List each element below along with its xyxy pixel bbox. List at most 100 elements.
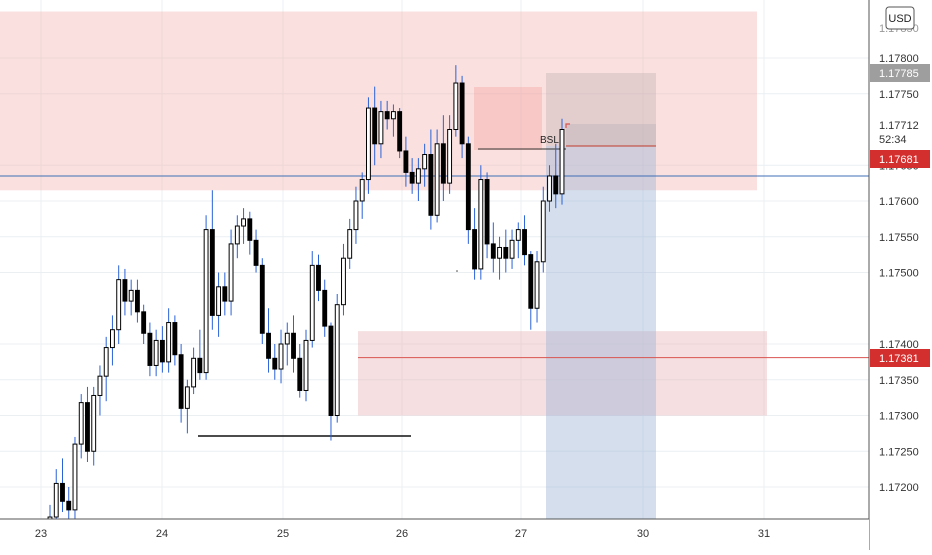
candle-body bbox=[234, 225, 240, 245]
candle bbox=[372, 86, 378, 166]
candle-body bbox=[122, 279, 128, 302]
candle bbox=[297, 344, 303, 398]
candle-body bbox=[53, 482, 59, 518]
candle bbox=[191, 347, 197, 395]
candle-body bbox=[528, 254, 534, 309]
candle bbox=[91, 386, 97, 466]
zones bbox=[0, 11, 767, 519]
candle bbox=[434, 129, 440, 223]
candle-body bbox=[222, 286, 228, 302]
candle bbox=[272, 344, 278, 380]
candle bbox=[66, 487, 72, 523]
candle-body bbox=[540, 200, 546, 263]
arrow-marker bbox=[565, 123, 570, 128]
time-tick-label: 25 bbox=[277, 528, 289, 540]
countdown-label: 52:34 bbox=[879, 134, 907, 146]
candle-body bbox=[216, 286, 222, 316]
candle bbox=[172, 315, 178, 366]
time-tick-label: 30 bbox=[637, 528, 649, 540]
candle-body bbox=[534, 261, 540, 309]
candle-body bbox=[509, 239, 515, 259]
candle bbox=[547, 165, 552, 212]
price-tick-label: 1.17550 bbox=[879, 232, 919, 244]
price-tick-label: 1.17500 bbox=[879, 268, 919, 280]
candle-body bbox=[403, 150, 409, 173]
time-axis[interactable]: 23 24 25 26 27 30 31 bbox=[0, 518, 869, 550]
candle-body bbox=[453, 82, 459, 130]
price-badge-bg bbox=[870, 64, 930, 82]
candle bbox=[509, 229, 515, 269]
candle-body bbox=[341, 257, 346, 306]
entry-area bbox=[566, 124, 656, 146]
candle bbox=[540, 186, 546, 273]
currency-button[interactable]: USD bbox=[885, 6, 915, 30]
candle-body bbox=[472, 229, 478, 270]
price-tick-label: 1.17750 bbox=[879, 89, 919, 101]
price-axis[interactable]: 1.178001.177501.176501.176001.175501.175… bbox=[868, 0, 932, 550]
candles bbox=[47, 65, 565, 545]
candle bbox=[409, 158, 415, 194]
candle-body bbox=[291, 332, 296, 359]
candle-body bbox=[328, 325, 334, 416]
candle-body bbox=[440, 143, 446, 184]
time-tick-label: 24 bbox=[156, 528, 168, 540]
candle bbox=[203, 215, 209, 380]
candle-body bbox=[203, 229, 209, 374]
candle bbox=[484, 172, 490, 259]
candle-body bbox=[297, 357, 303, 391]
candle-body bbox=[85, 402, 90, 452]
candle-body bbox=[484, 179, 490, 245]
candle-body bbox=[372, 107, 378, 145]
candle-body bbox=[347, 229, 353, 259]
candle bbox=[503, 229, 509, 273]
price-badge-label: 1.17785 bbox=[879, 68, 919, 80]
candle bbox=[128, 279, 134, 316]
candle-body bbox=[159, 339, 165, 363]
candle-body bbox=[415, 168, 421, 184]
candle bbox=[259, 258, 265, 344]
candle bbox=[228, 229, 234, 316]
candle bbox=[147, 322, 153, 377]
price-tick-label: 1.17600 bbox=[879, 196, 919, 208]
candle bbox=[366, 97, 371, 194]
time-axis-panel bbox=[0, 519, 869, 550]
candle bbox=[247, 211, 253, 255]
candle bbox=[497, 236, 502, 280]
candle bbox=[334, 293, 340, 423]
candle bbox=[528, 251, 534, 330]
candle-body bbox=[191, 357, 197, 388]
price-tick-label: 1.17250 bbox=[879, 446, 919, 458]
price-tick-label: 1.17350 bbox=[879, 375, 919, 387]
candle-body bbox=[359, 179, 365, 202]
candle-body bbox=[366, 107, 371, 181]
candle-body bbox=[172, 322, 178, 356]
candle-body bbox=[478, 179, 484, 270]
candle-body bbox=[91, 394, 97, 452]
time-tick-label: 31 bbox=[758, 528, 770, 540]
candle bbox=[241, 208, 246, 244]
candle-body bbox=[228, 243, 234, 302]
candle-body bbox=[241, 218, 246, 227]
candle-body bbox=[397, 111, 403, 152]
candle bbox=[291, 315, 296, 373]
candle bbox=[384, 100, 390, 130]
candle bbox=[515, 222, 521, 259]
candle bbox=[341, 243, 346, 316]
candle-body bbox=[378, 111, 384, 145]
candle-body bbox=[266, 332, 271, 359]
candle-body bbox=[559, 129, 565, 195]
candle bbox=[110, 315, 115, 366]
candle-body bbox=[147, 332, 153, 366]
candle bbox=[153, 329, 159, 377]
candle bbox=[472, 208, 478, 280]
candle-body bbox=[78, 402, 84, 445]
price-axis-panel bbox=[869, 0, 932, 550]
candle bbox=[390, 104, 396, 137]
currency-button-frame bbox=[885, 6, 915, 30]
candle-body bbox=[434, 143, 440, 216]
current-price-label: 1.17712 bbox=[879, 120, 919, 132]
candle-body bbox=[166, 322, 172, 363]
candle bbox=[197, 329, 203, 380]
